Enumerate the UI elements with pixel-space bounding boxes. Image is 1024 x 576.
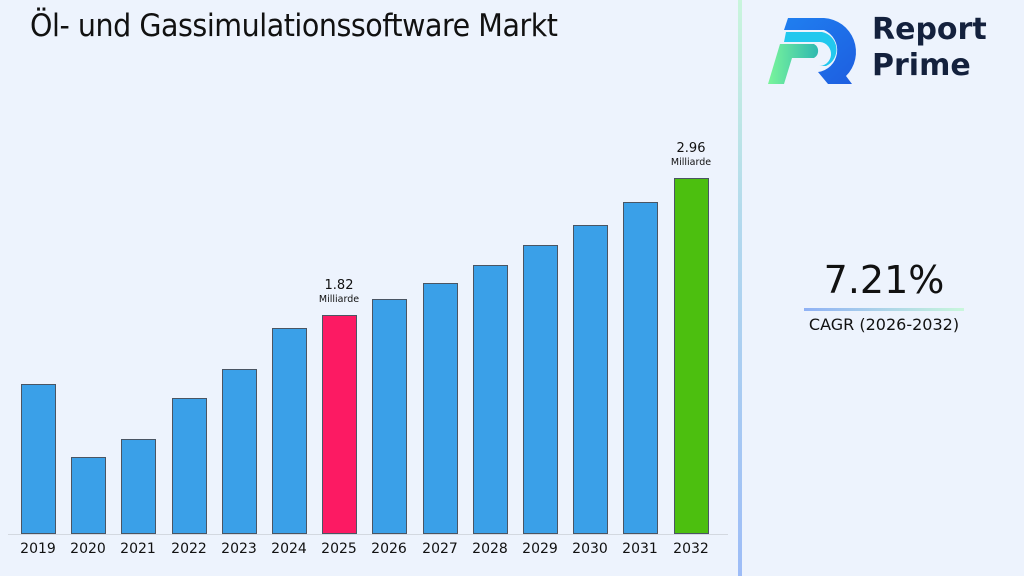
bar-2025 <box>322 315 357 534</box>
bar-2027 <box>423 283 458 534</box>
x-tick-label: 2032 <box>673 541 709 557</box>
x-tick-label: 2029 <box>522 541 558 557</box>
bar-chart: 2019 2020 2021 2022 2023 2024 2025 1.82 Milliard… <box>8 141 728 557</box>
value-label-2025: 1.82 Milliarde <box>304 278 374 305</box>
bar-2021 <box>121 439 156 534</box>
bar-2026 <box>372 299 407 534</box>
x-tick-label: 2020 <box>70 541 106 557</box>
brand-name: Report Prime <box>872 12 987 84</box>
bar-2020 <box>71 457 106 534</box>
chart-title: Öl- und Gassimulationssoftware Markt <box>30 8 558 44</box>
brand-line-2: Prime <box>872 48 971 83</box>
bar-2023 <box>222 369 257 534</box>
x-tick-label: 2027 <box>422 541 458 557</box>
value-number: 2.96 <box>676 141 706 156</box>
x-tick-label: 2019 <box>20 541 56 557</box>
bar-2028 <box>473 265 508 534</box>
x-tick-label: 2031 <box>622 541 658 557</box>
value-unit: Milliarde <box>318 294 360 305</box>
bar-2024 <box>272 328 307 534</box>
value-number: 1.82 <box>324 278 354 293</box>
cagr-underline <box>804 308 964 311</box>
x-tick-label: 2024 <box>271 541 307 557</box>
panel-divider <box>738 0 742 576</box>
bar-2019 <box>21 384 56 534</box>
x-tick-label: 2028 <box>472 541 508 557</box>
value-unit: Milliarde <box>670 157 712 168</box>
x-tick-label: 2023 <box>221 541 257 557</box>
cagr-label: CAGR (2026-2032) <box>808 315 960 334</box>
report-prime-logo-icon <box>768 18 856 84</box>
bar-2031 <box>623 202 658 534</box>
x-tick-label: 2030 <box>572 541 608 557</box>
bar-2029 <box>523 245 558 534</box>
cagr-value: 7.21% <box>823 258 945 302</box>
bar-2032 <box>674 178 709 534</box>
x-tick-label: 2025 <box>321 541 357 557</box>
x-tick-label: 2021 <box>120 541 156 557</box>
x-tick-label: 2022 <box>171 541 207 557</box>
bar-2030 <box>573 225 608 534</box>
x-tick-label: 2026 <box>371 541 407 557</box>
bar-2022 <box>172 398 207 534</box>
brand-line-1: Report <box>872 12 987 47</box>
value-label-2032: 2.96 Milliarde <box>656 141 726 168</box>
x-axis-line <box>8 534 728 535</box>
